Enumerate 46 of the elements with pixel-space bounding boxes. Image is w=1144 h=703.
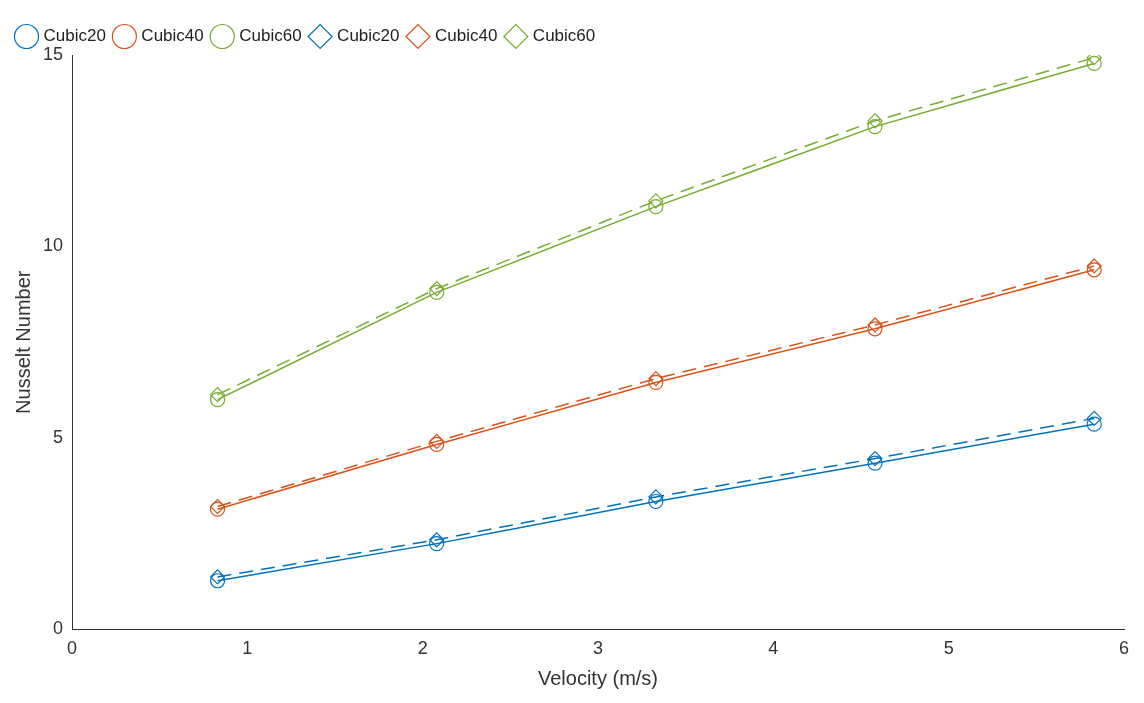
point bbox=[867, 119, 883, 135]
legend-label: Cubic60 bbox=[532, 26, 596, 46]
point bbox=[648, 370, 664, 387]
y-tick-label: 10 bbox=[42, 235, 64, 256]
point bbox=[429, 433, 445, 449]
point bbox=[867, 321, 883, 337]
legend-label: Cubic20 bbox=[337, 26, 400, 46]
point bbox=[1086, 258, 1102, 274]
point bbox=[867, 113, 883, 129]
point bbox=[867, 455, 883, 471]
point bbox=[648, 374, 664, 391]
x-tick-label: 1 bbox=[242, 638, 253, 659]
point bbox=[429, 436, 445, 453]
legend-label: Cubic40 bbox=[434, 26, 498, 46]
point bbox=[648, 489, 664, 505]
point bbox=[1086, 416, 1102, 432]
point bbox=[1086, 55, 1102, 72]
x-tick-label: 3 bbox=[593, 638, 604, 659]
point bbox=[209, 573, 226, 589]
point bbox=[867, 317, 883, 333]
point bbox=[429, 532, 445, 548]
point bbox=[429, 536, 445, 552]
point bbox=[209, 387, 226, 403]
point bbox=[429, 284, 445, 301]
point bbox=[209, 569, 226, 585]
point bbox=[209, 392, 226, 408]
point bbox=[1086, 262, 1102, 278]
point bbox=[867, 451, 883, 467]
x-tick-label: 5 bbox=[943, 638, 954, 659]
legend-label: Cubic60 bbox=[239, 26, 302, 46]
point bbox=[648, 493, 664, 510]
legend-label: Cubic20 bbox=[43, 26, 106, 46]
y-tick-label: 0 bbox=[53, 618, 64, 639]
y-tick-label: 15 bbox=[42, 43, 64, 64]
x-axis-title: Velocity (m/s) bbox=[538, 666, 659, 689]
y-tick-label: 5 bbox=[53, 426, 64, 447]
legend-label: Cubic40 bbox=[141, 26, 204, 46]
x-tick-label: 4 bbox=[768, 638, 779, 659]
x-tick-label: 0 bbox=[67, 638, 78, 659]
point bbox=[648, 193, 664, 209]
x-tick-label: 2 bbox=[417, 638, 428, 659]
point bbox=[1086, 410, 1102, 426]
x-tick-label: 6 bbox=[1118, 638, 1130, 659]
y-axis-title: Nusselt Number bbox=[11, 270, 34, 414]
point bbox=[429, 280, 445, 297]
point bbox=[648, 199, 664, 215]
